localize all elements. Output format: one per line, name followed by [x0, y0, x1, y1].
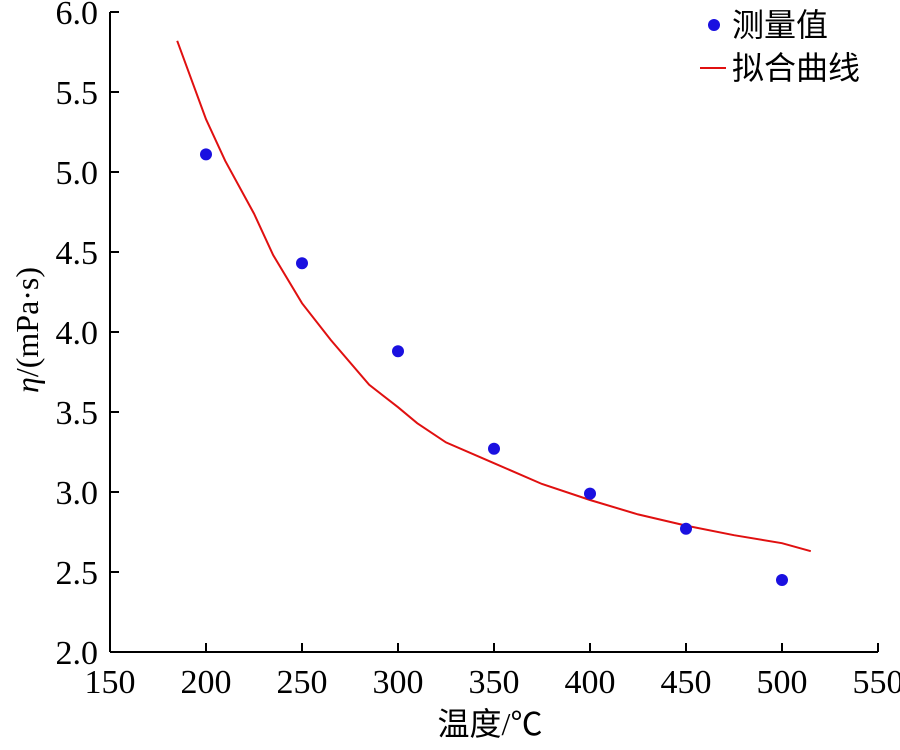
y-tick-label: 3.0 [56, 475, 99, 512]
y-tick-label: 2.0 [56, 635, 99, 672]
measured-point [680, 522, 692, 535]
y-tick-label: 4.5 [56, 235, 99, 272]
legend: 测量值 拟合曲线 [700, 7, 860, 86]
measured-point [392, 345, 404, 358]
legend-label-fit: 拟合曲线 [732, 50, 860, 86]
y-axis-title: η/(mPa·s) [9, 267, 45, 393]
x-tick-label: 350 [469, 664, 520, 701]
x-tick-labels: 150 200 250 300 350 400 450 500 550 [85, 664, 900, 701]
x-tick-label: 550 [853, 664, 900, 701]
measured-point [200, 148, 212, 161]
x-tick-label: 250 [277, 664, 328, 701]
plot-area [176, 40, 812, 586]
x-tick-label: 150 [85, 664, 136, 701]
measured-point [776, 574, 788, 586]
axes [109, 11, 879, 653]
y-tick-label: 5.5 [56, 75, 99, 112]
x-axis-title: 温度/℃ [438, 706, 543, 742]
x-tick-label: 200 [181, 664, 232, 701]
x-tick-label: 400 [565, 664, 616, 701]
x-tick-label: 500 [757, 664, 808, 701]
y-tick-label: 6.0 [56, 0, 99, 32]
x-tick-label: 300 [373, 664, 424, 701]
y-tick-label: 2.5 [56, 555, 99, 592]
y-tick-label: 5.0 [56, 155, 99, 192]
measured-point [488, 442, 500, 455]
legend-marker-measured [708, 19, 720, 31]
y-tick-label: 4.0 [56, 315, 99, 352]
y-axis-symbol: η [9, 377, 45, 393]
legend-label-measured: 测量值 [732, 7, 828, 43]
fit-curve-line [176, 40, 812, 553]
measured-point [296, 257, 308, 270]
y-tick-labels: 2.0 2.5 3.0 3.5 4.0 4.5 5.0 5.5 6.0 [56, 0, 99, 672]
measured-point [584, 487, 596, 500]
x-tick-label: 450 [661, 664, 712, 701]
y-tick-label: 3.5 [56, 395, 99, 432]
y-axis-unit: /(mPa·s) [9, 267, 45, 377]
